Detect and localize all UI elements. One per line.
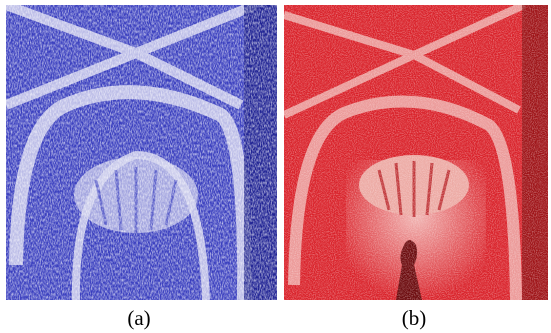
noise-texture <box>284 5 548 300</box>
point-cloud-image-b <box>284 5 548 300</box>
vault-rendering-blue <box>6 5 277 300</box>
caption-a: (a) <box>127 306 151 330</box>
vault-rendering-red <box>284 5 548 300</box>
caption-b: (b) <box>401 306 427 330</box>
point-cloud-image-a <box>6 5 277 300</box>
noise-texture <box>6 5 277 300</box>
